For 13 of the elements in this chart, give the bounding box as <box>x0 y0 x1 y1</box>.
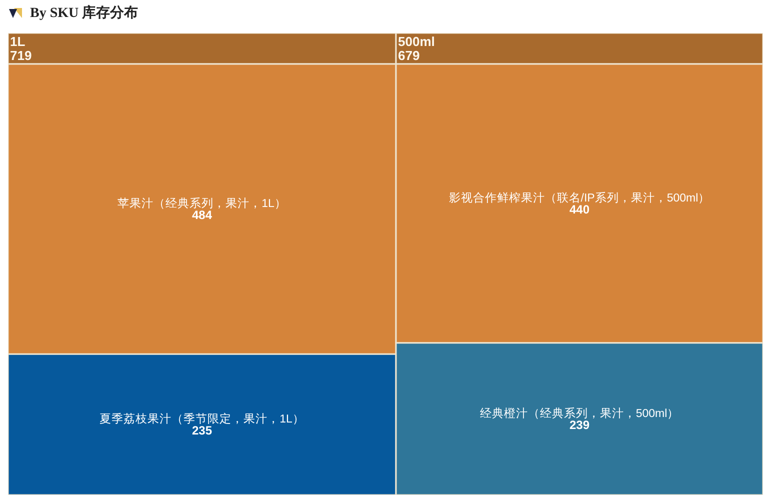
data-label: 235 <box>192 424 212 438</box>
data-label: 440 <box>569 202 590 216</box>
category-label: 经典橙汁（经典系列，果汁，500ml） <box>480 406 680 420</box>
category-label: 夏季荔枝果汁（季节限定，果汁，1L） <box>100 412 304 426</box>
text: 719 <box>10 48 32 63</box>
data-label: 484 <box>192 208 212 222</box>
text: 679 <box>398 48 420 63</box>
series-label: 500ml <box>398 34 435 49</box>
data-label: 239 <box>569 418 590 432</box>
category-label: 苹果汁（经典系列，果汁，1L） <box>118 197 286 210</box>
series-label: 1L <box>10 34 26 49</box>
text: By SKU 库存分布 <box>30 4 138 22</box>
category-label: 影视合作鲜榨果汁（联名/IP系列，果汁，500ml） <box>448 191 710 204</box>
